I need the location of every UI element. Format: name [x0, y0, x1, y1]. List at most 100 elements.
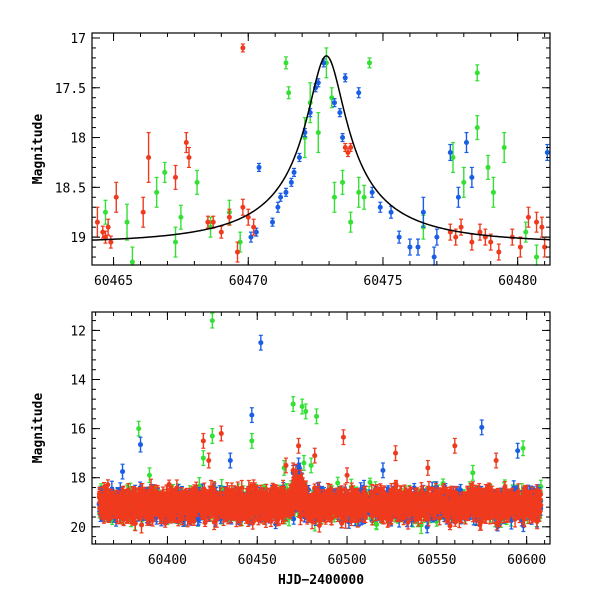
- marker: [415, 245, 420, 250]
- data-point: [103, 200, 108, 224]
- data-point: [539, 217, 544, 237]
- marker: [100, 230, 105, 235]
- data-point: [534, 245, 539, 265]
- data-point: [178, 205, 183, 229]
- marker: [534, 255, 539, 260]
- marker: [240, 205, 245, 210]
- marker: [114, 195, 119, 200]
- marker: [456, 195, 461, 200]
- marker: [407, 245, 412, 250]
- x-tick-label: 60470: [229, 274, 268, 289]
- data-point: [389, 206, 394, 218]
- data-point: [292, 168, 297, 176]
- data-point: [246, 209, 251, 225]
- marker: [397, 235, 402, 240]
- data-point: [248, 232, 253, 242]
- marker: [178, 215, 183, 220]
- data-point: [348, 212, 353, 232]
- marker: [496, 250, 501, 255]
- marker: [378, 205, 383, 210]
- marker: [173, 175, 178, 180]
- marker: [195, 180, 200, 185]
- marker: [270, 220, 275, 225]
- data-point: [469, 167, 474, 187]
- marker: [297, 155, 302, 160]
- marker: [337, 110, 342, 115]
- data-point: [297, 153, 302, 161]
- marker: [283, 190, 288, 195]
- data-point: [337, 109, 342, 117]
- marker: [227, 215, 232, 220]
- marker: [108, 240, 113, 245]
- top-data-points: [95, 44, 550, 265]
- marker: [125, 220, 130, 225]
- marker: [289, 180, 294, 185]
- data-point: [257, 163, 262, 171]
- marker: [545, 150, 550, 155]
- marker: [469, 240, 474, 245]
- data-point: [289, 178, 294, 186]
- marker: [461, 180, 466, 185]
- marker: [518, 245, 523, 250]
- data-point: [219, 226, 224, 238]
- data-point: [162, 162, 167, 182]
- marker: [469, 175, 474, 180]
- data-point: [108, 236, 113, 248]
- marker: [356, 190, 361, 195]
- data-point: [397, 231, 402, 243]
- marker: [464, 140, 469, 145]
- x-tick-label: 60475: [363, 274, 402, 289]
- marker: [448, 150, 453, 155]
- marker: [486, 165, 491, 170]
- data-point: [283, 57, 288, 69]
- data-point: [502, 133, 507, 163]
- data-point: [461, 167, 466, 197]
- y-tick-label: 17.5: [55, 82, 86, 97]
- data-point: [106, 219, 111, 235]
- marker: [502, 145, 507, 150]
- marker: [367, 60, 372, 65]
- bottom-data-points: [97, 313, 544, 533]
- y-tick-label: 17: [70, 32, 86, 47]
- marker: [374, 521, 379, 526]
- marker: [275, 205, 280, 210]
- data-point: [475, 116, 480, 140]
- data-point: [526, 207, 531, 227]
- data-point: [370, 187, 375, 197]
- data-point: [356, 88, 361, 98]
- marker: [453, 235, 458, 240]
- marker: [459, 225, 464, 230]
- data-point: [475, 65, 480, 81]
- marker: [130, 260, 135, 265]
- data-point: [483, 229, 488, 245]
- data-point: [332, 182, 337, 212]
- marker: [146, 155, 151, 160]
- data-point: [235, 242, 240, 262]
- data-point: [340, 170, 345, 194]
- data-point: [173, 165, 178, 189]
- data-point: [125, 204, 130, 240]
- marker: [432, 255, 437, 260]
- data-point: [340, 134, 345, 142]
- model-curve: [92, 56, 550, 240]
- marker: [348, 145, 353, 150]
- marker: [534, 220, 539, 225]
- marker: [205, 220, 210, 225]
- marker: [362, 195, 367, 200]
- marker: [240, 45, 245, 50]
- marker: [106, 225, 111, 230]
- data-point: [316, 113, 321, 153]
- marker: [345, 150, 350, 155]
- data-point: [448, 224, 453, 240]
- marker: [95, 220, 100, 225]
- data-point: [477, 224, 482, 240]
- data-point: [130, 247, 135, 265]
- data-point: [283, 188, 288, 196]
- data-point: [240, 44, 245, 52]
- marker: [278, 195, 283, 200]
- marker: [251, 225, 256, 230]
- y-tick-label: 18: [70, 132, 86, 147]
- marker: [343, 75, 348, 80]
- marker: [173, 240, 178, 245]
